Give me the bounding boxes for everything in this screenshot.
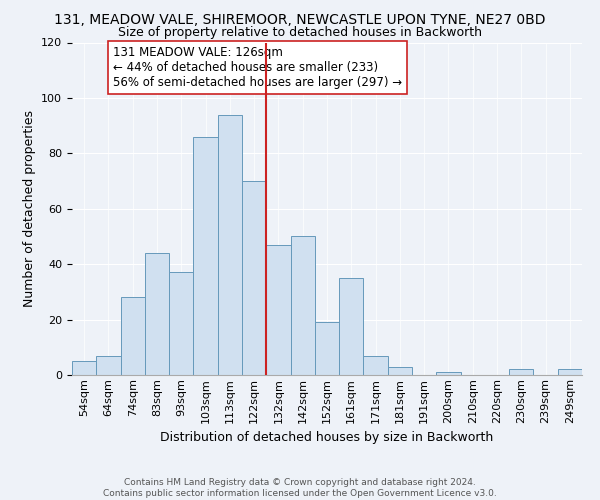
Text: Size of property relative to detached houses in Backworth: Size of property relative to detached ho… [118, 26, 482, 39]
Text: 131, MEADOW VALE, SHIREMOOR, NEWCASTLE UPON TYNE, NE27 0BD: 131, MEADOW VALE, SHIREMOOR, NEWCASTLE U… [54, 12, 546, 26]
Text: Contains HM Land Registry data © Crown copyright and database right 2024.
Contai: Contains HM Land Registry data © Crown c… [103, 478, 497, 498]
X-axis label: Distribution of detached houses by size in Backworth: Distribution of detached houses by size … [160, 431, 494, 444]
Bar [436, 372, 461, 375]
Bar [290, 236, 315, 375]
Bar [558, 370, 582, 375]
Text: 131 MEADOW VALE: 126sqm
← 44% of detached houses are smaller (233)
56% of semi-d: 131 MEADOW VALE: 126sqm ← 44% of detache… [113, 46, 402, 89]
Bar [388, 366, 412, 375]
Bar [315, 322, 339, 375]
Bar [169, 272, 193, 375]
Bar [121, 298, 145, 375]
Y-axis label: Number of detached properties: Number of detached properties [23, 110, 35, 307]
Bar [193, 136, 218, 375]
Bar [218, 114, 242, 375]
Bar [266, 245, 290, 375]
Bar [145, 253, 169, 375]
Bar [242, 181, 266, 375]
Bar [339, 278, 364, 375]
Bar [72, 361, 96, 375]
Bar [509, 370, 533, 375]
Bar [96, 356, 121, 375]
Bar [364, 356, 388, 375]
